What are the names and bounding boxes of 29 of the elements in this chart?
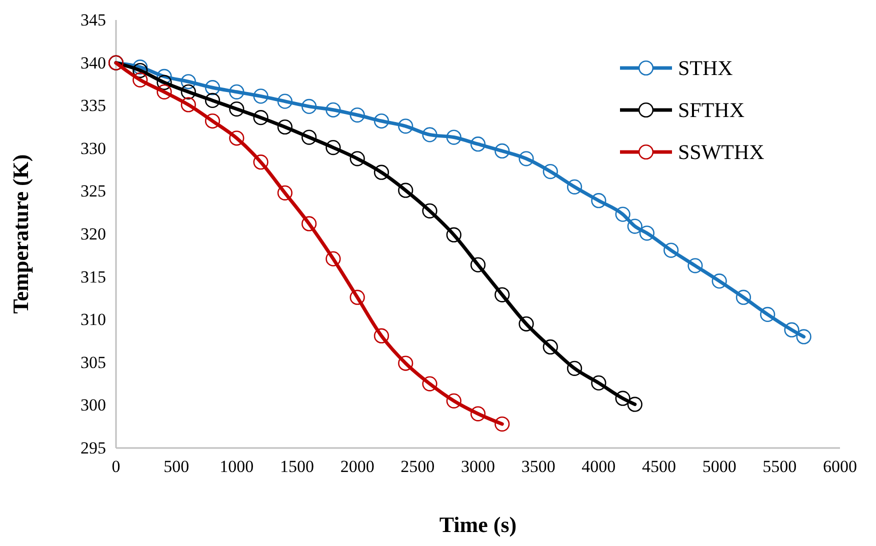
y-tick-label: 330: [80, 138, 106, 158]
y-axis-title: Temperature (K): [8, 154, 33, 314]
y-tick-label: 305: [80, 352, 106, 372]
x-tick-label: 5000: [702, 457, 736, 476]
legend-label: SFTHX: [678, 98, 745, 122]
y-tick-label: 325: [80, 182, 106, 201]
y-tick-label: 340: [80, 53, 106, 72]
y-tick-label: 300: [80, 396, 106, 415]
x-tick-label: 3000: [461, 457, 495, 476]
x-tick-label: 2000: [340, 457, 374, 476]
x-tick-label: 3500: [521, 457, 556, 476]
x-tick-label: 4000: [582, 457, 616, 476]
y-tick-label: 320: [80, 224, 106, 244]
x-axis-title: Time (s): [439, 512, 517, 537]
x-tick-label: 0: [112, 457, 120, 476]
x-tick-label: 4500: [642, 457, 676, 476]
y-tick-label: 310: [80, 310, 106, 330]
x-tick-label: 6000: [823, 457, 857, 476]
y-tick-label: 345: [80, 10, 106, 30]
x-tick-label: 1000: [220, 457, 254, 476]
x-tick-label: 500: [164, 457, 190, 476]
x-tick-label: 2500: [400, 457, 435, 476]
legend-label: STHX: [678, 56, 733, 80]
y-tick-label: 335: [80, 96, 106, 116]
y-tick-label: 315: [80, 267, 106, 286]
x-tick-label: 5500: [762, 457, 797, 476]
x-tick-label: 1500: [280, 457, 314, 476]
legend-label: SSWTHX: [678, 140, 764, 164]
y-tick-label: 295: [80, 438, 106, 458]
